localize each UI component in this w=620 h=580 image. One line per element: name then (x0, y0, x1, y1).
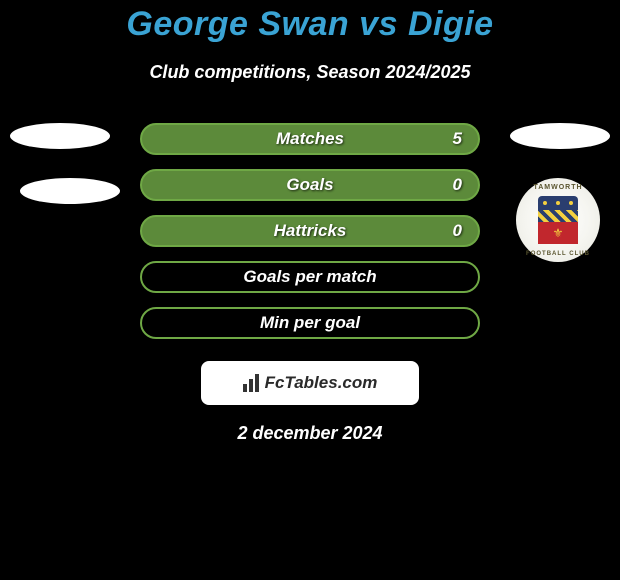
club-badge-top-text: TAMWORTH (516, 184, 600, 191)
stat-row-matches: Matches 5 (140, 123, 480, 155)
player1-badge-placeholder-1 (10, 123, 110, 149)
stat-label: Hattricks (142, 221, 478, 241)
stat-row-hattricks: Hattricks 0 (140, 215, 480, 247)
club-badge-bottom-text: FOOTBALL CLUB (516, 251, 600, 257)
stat-label: Goals per match (142, 267, 478, 287)
player1-badge-placeholder-2 (20, 178, 120, 204)
chart-icon (243, 374, 259, 392)
vs-text: vs (359, 5, 398, 43)
stat-row-goals: Goals 0 (140, 169, 480, 201)
stat-label: Matches (142, 129, 478, 149)
date-label: 2 december 2024 (0, 423, 620, 444)
stat-label: Goals (142, 175, 478, 195)
stat-value: 0 (453, 175, 462, 195)
stat-value: 5 (453, 129, 462, 149)
stat-row-goals-per-match: Goals per match (140, 261, 480, 293)
page-title: George Swan vs Digie (0, 5, 620, 44)
subtitle: Club competitions, Season 2024/2025 (0, 62, 620, 83)
player2-badge-placeholder-1 (510, 123, 610, 149)
club-crest-icon: ⚜ (538, 196, 578, 244)
stat-row-min-per-goal: Min per goal (140, 307, 480, 339)
brand-badge[interactable]: FcTables.com (201, 361, 419, 405)
player1-name: George Swan (126, 5, 349, 43)
stat-label: Min per goal (142, 313, 478, 333)
stat-value: 0 (453, 221, 462, 241)
club-badge: TAMWORTH ⚜ FOOTBALL CLUB (516, 178, 600, 262)
player2-name: Digie (408, 5, 494, 43)
brand-text: FcTables.com (265, 373, 378, 393)
